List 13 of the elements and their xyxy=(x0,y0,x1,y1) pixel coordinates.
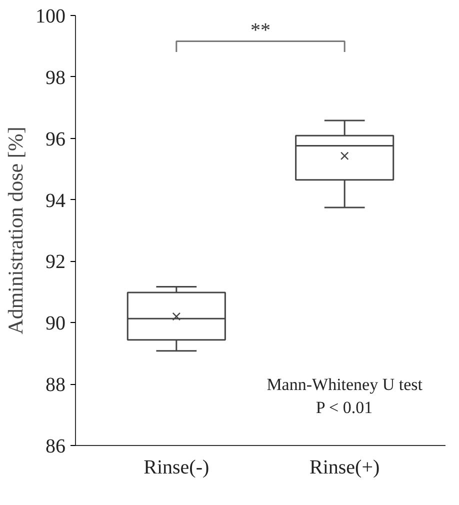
y-tick-label: 98 xyxy=(46,66,66,89)
y-axis-title: Administration dose [%] xyxy=(4,126,28,334)
y-tick-label: 86 xyxy=(46,436,66,458)
y-tick-label: 96 xyxy=(46,128,66,150)
y-tick-label: 94 xyxy=(46,190,66,212)
annotation: Mann-Whiteney U test P < 0.01 xyxy=(266,375,423,417)
y-tick-label: 100 xyxy=(36,6,66,28)
x-tick-label: Rinse(-) xyxy=(144,456,210,478)
y-tick-label: 88 xyxy=(46,374,66,396)
y-tick-label: 92 xyxy=(46,251,66,274)
x-tick-label: Rinse(+) xyxy=(310,456,380,478)
annotation: ** xyxy=(250,19,270,42)
y-tick-label: 90 xyxy=(46,312,66,335)
